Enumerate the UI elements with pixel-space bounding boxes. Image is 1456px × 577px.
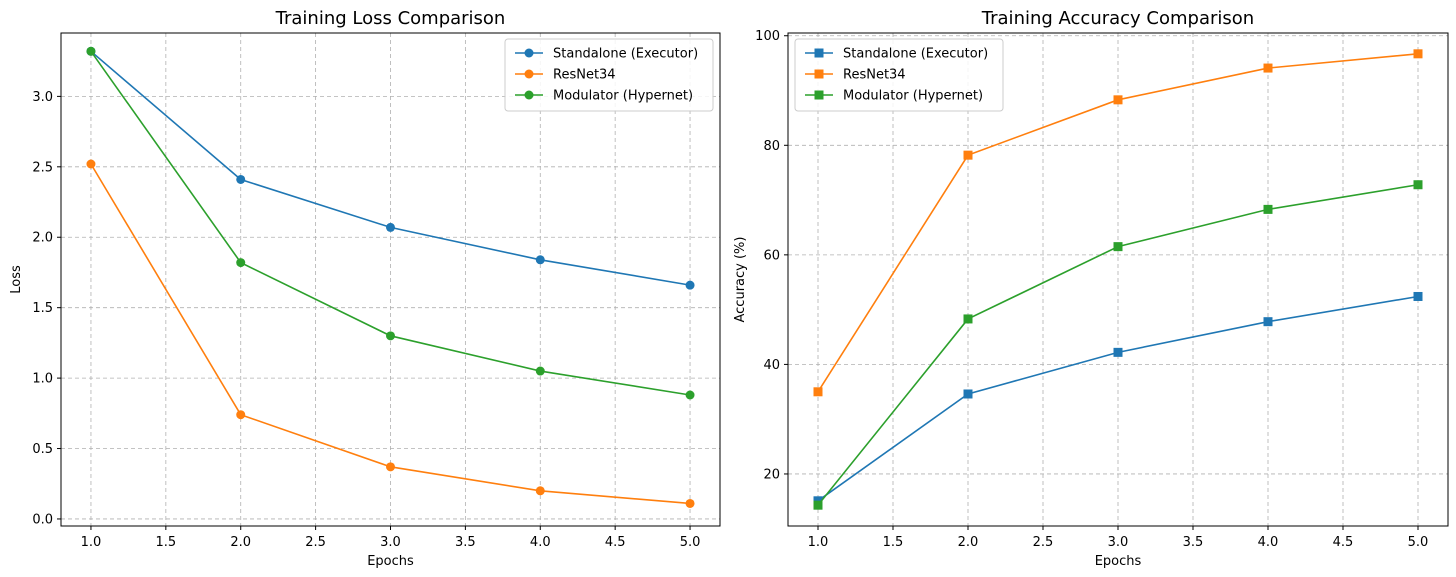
x-tick-label: 2.5 bbox=[305, 535, 326, 550]
legend-label-1: ResNet34 bbox=[553, 68, 616, 83]
legend: Standalone (Executor) ResNet34 Modulator (… bbox=[504, 38, 714, 112]
data-point bbox=[236, 174, 246, 184]
y-axis-label: Accuracy (%) bbox=[733, 237, 748, 323]
data-point bbox=[535, 366, 545, 376]
data-point bbox=[1413, 180, 1423, 190]
legend-box bbox=[504, 38, 714, 112]
x-tick-label: 5.0 bbox=[1408, 535, 1429, 550]
x-tick-label: 3.5 bbox=[1183, 535, 1204, 550]
data-point bbox=[1113, 95, 1123, 105]
x-tick-label: 3.0 bbox=[380, 535, 401, 550]
loss-chart: 1.0 1.5 2.0 2.5 3.0 3.5 4.0 4.5 5.0 0.0 0.5 1.0 1.5 2… bbox=[9, 8, 721, 569]
data-point bbox=[1263, 317, 1273, 327]
legend-marker-2 bbox=[814, 90, 824, 100]
chart-title: Training Accuracy Comparison bbox=[981, 8, 1254, 29]
x-axis-label: Epochs bbox=[367, 554, 414, 569]
data-point bbox=[535, 486, 545, 496]
data-point bbox=[1413, 49, 1423, 59]
data-point bbox=[685, 390, 695, 400]
data-point bbox=[963, 389, 973, 399]
data-point bbox=[685, 498, 695, 508]
x-tick-label: 4.5 bbox=[1333, 535, 1354, 550]
legend-marker-1 bbox=[814, 69, 824, 79]
data-point bbox=[236, 410, 246, 420]
data-point bbox=[963, 150, 973, 160]
data-point bbox=[86, 46, 96, 56]
data-point bbox=[963, 314, 973, 324]
data-point bbox=[685, 280, 695, 290]
legend-label-0: Standalone (Executor) bbox=[553, 47, 698, 62]
y-tick-label: 40 bbox=[763, 358, 780, 373]
x-tick-label: 3.0 bbox=[1108, 535, 1129, 550]
data-point bbox=[535, 255, 545, 265]
legend-label-2: Modulator (Hypernet) bbox=[553, 89, 693, 104]
data-point bbox=[386, 331, 395, 341]
data-point bbox=[1263, 204, 1273, 214]
data-point bbox=[236, 258, 246, 268]
y-tick-label: 20 bbox=[763, 467, 780, 482]
x-tick-label: 5.0 bbox=[680, 535, 701, 550]
legend-label-0: Standalone (Executor) bbox=[843, 47, 988, 62]
x-tick-label: 2.0 bbox=[958, 535, 979, 550]
y-tick-label: 80 bbox=[763, 139, 780, 154]
y-axis-label: Loss bbox=[9, 265, 24, 294]
legend-marker-0 bbox=[814, 48, 824, 58]
x-tick-label: 4.0 bbox=[1258, 535, 1279, 550]
x-tick-label: 1.0 bbox=[808, 535, 829, 550]
data-point bbox=[1113, 347, 1123, 357]
chart-title: Training Loss Comparison bbox=[275, 8, 506, 29]
x-tick-label: 3.5 bbox=[455, 535, 476, 550]
y-tick-label: 100 bbox=[755, 29, 780, 44]
legend-marker-1 bbox=[524, 69, 534, 79]
accuracy-chart: 1.0 1.5 2.0 2.5 3.0 3.5 4.0 4.5 5.0 20 40 60 80 100 Tr… bbox=[733, 8, 1449, 569]
data-point bbox=[386, 462, 395, 472]
y-tick-label: 60 bbox=[763, 248, 780, 263]
x-tick-label: 1.5 bbox=[883, 535, 904, 550]
legend-label-2: Modulator (Hypernet) bbox=[843, 89, 983, 104]
legend: Standalone (Executor) ResNet34 Modulator (… bbox=[794, 38, 1004, 112]
y-tick-label: 0.5 bbox=[32, 442, 53, 457]
y-tick-label: 1.0 bbox=[32, 372, 53, 387]
y-tick-label: 3.0 bbox=[32, 90, 53, 105]
data-point bbox=[813, 387, 823, 397]
legend-marker-2 bbox=[524, 90, 534, 100]
x-tick-label: 1.5 bbox=[155, 535, 176, 550]
legend-label-1: ResNet34 bbox=[843, 68, 906, 83]
y-tick-label: 2.0 bbox=[32, 231, 53, 246]
data-point bbox=[1413, 291, 1423, 301]
legend-marker-0 bbox=[524, 48, 534, 58]
x-tick-label: 1.0 bbox=[81, 535, 102, 550]
x-tick-label: 2.0 bbox=[230, 535, 251, 550]
data-point bbox=[386, 222, 395, 232]
legend-box bbox=[794, 38, 1004, 112]
data-point bbox=[86, 159, 96, 169]
data-point bbox=[1263, 63, 1273, 73]
data-point bbox=[813, 500, 823, 510]
data-point bbox=[1113, 242, 1123, 252]
x-axis-label: Epochs bbox=[1095, 554, 1142, 569]
y-tick-label: 1.5 bbox=[32, 301, 53, 316]
y-tick-label: 0.0 bbox=[32, 512, 53, 527]
x-tick-label: 4.5 bbox=[605, 535, 626, 550]
x-tick-label: 2.5 bbox=[1033, 535, 1054, 550]
x-tick-label: 4.0 bbox=[530, 535, 551, 550]
y-tick-label: 2.5 bbox=[32, 160, 53, 175]
